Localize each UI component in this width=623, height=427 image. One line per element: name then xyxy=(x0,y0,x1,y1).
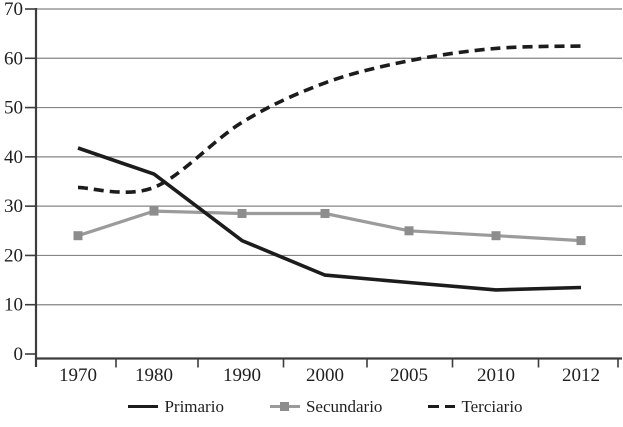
legend-label-secundario: Secundario xyxy=(305,397,383,416)
x-tick-label: 1970 xyxy=(59,365,97,386)
y-tick-label: 50 xyxy=(4,98,23,119)
primario-line-sample-icon xyxy=(128,404,159,409)
secundario-line-sample-icon xyxy=(269,401,300,412)
x-tick-label: 2005 xyxy=(390,365,428,386)
y-tick-label: 10 xyxy=(4,295,23,316)
x-tick-label: 2012 xyxy=(562,365,600,386)
y-tick-label: 0 xyxy=(14,344,24,365)
y-tick-label: 60 xyxy=(4,48,23,69)
secundario-marker xyxy=(320,209,330,218)
legend-item-primario: Primario xyxy=(128,398,224,415)
terciario-line xyxy=(77,44,582,195)
legend-item-secundario: Secundario xyxy=(269,397,383,416)
x-tick-label: 2000 xyxy=(306,365,344,386)
y-tick-label: 70 xyxy=(4,0,23,20)
y-tick-label: 40 xyxy=(4,147,23,168)
secundario-marker xyxy=(491,231,501,241)
y-tick-label: 20 xyxy=(4,245,23,266)
legend-label-terciario: Terciario xyxy=(461,397,523,416)
secundario-marker xyxy=(149,206,159,216)
secundario-marker xyxy=(73,231,83,241)
legend-label-primario: Primario xyxy=(164,397,224,416)
legend-item-terciario: Terciario xyxy=(428,397,523,416)
sector-share-line-chart: 0 10 20 30 40 50 60 70 1970 1980 1990 2000 2005 2010 2… xyxy=(4,0,622,386)
chart-legend: Primario Secundario Terciario xyxy=(0,398,623,415)
terciario-line-sample-icon xyxy=(428,404,456,409)
y-tick-label: 30 xyxy=(4,196,23,217)
primario-line xyxy=(77,146,582,292)
x-tick-label: 1980 xyxy=(135,365,173,386)
secundario-marker xyxy=(237,209,247,218)
secundario-marker xyxy=(576,236,586,246)
x-tick-label: 2010 xyxy=(477,365,515,386)
x-tick-label: 1990 xyxy=(223,365,261,386)
secundario-marker xyxy=(404,226,414,236)
